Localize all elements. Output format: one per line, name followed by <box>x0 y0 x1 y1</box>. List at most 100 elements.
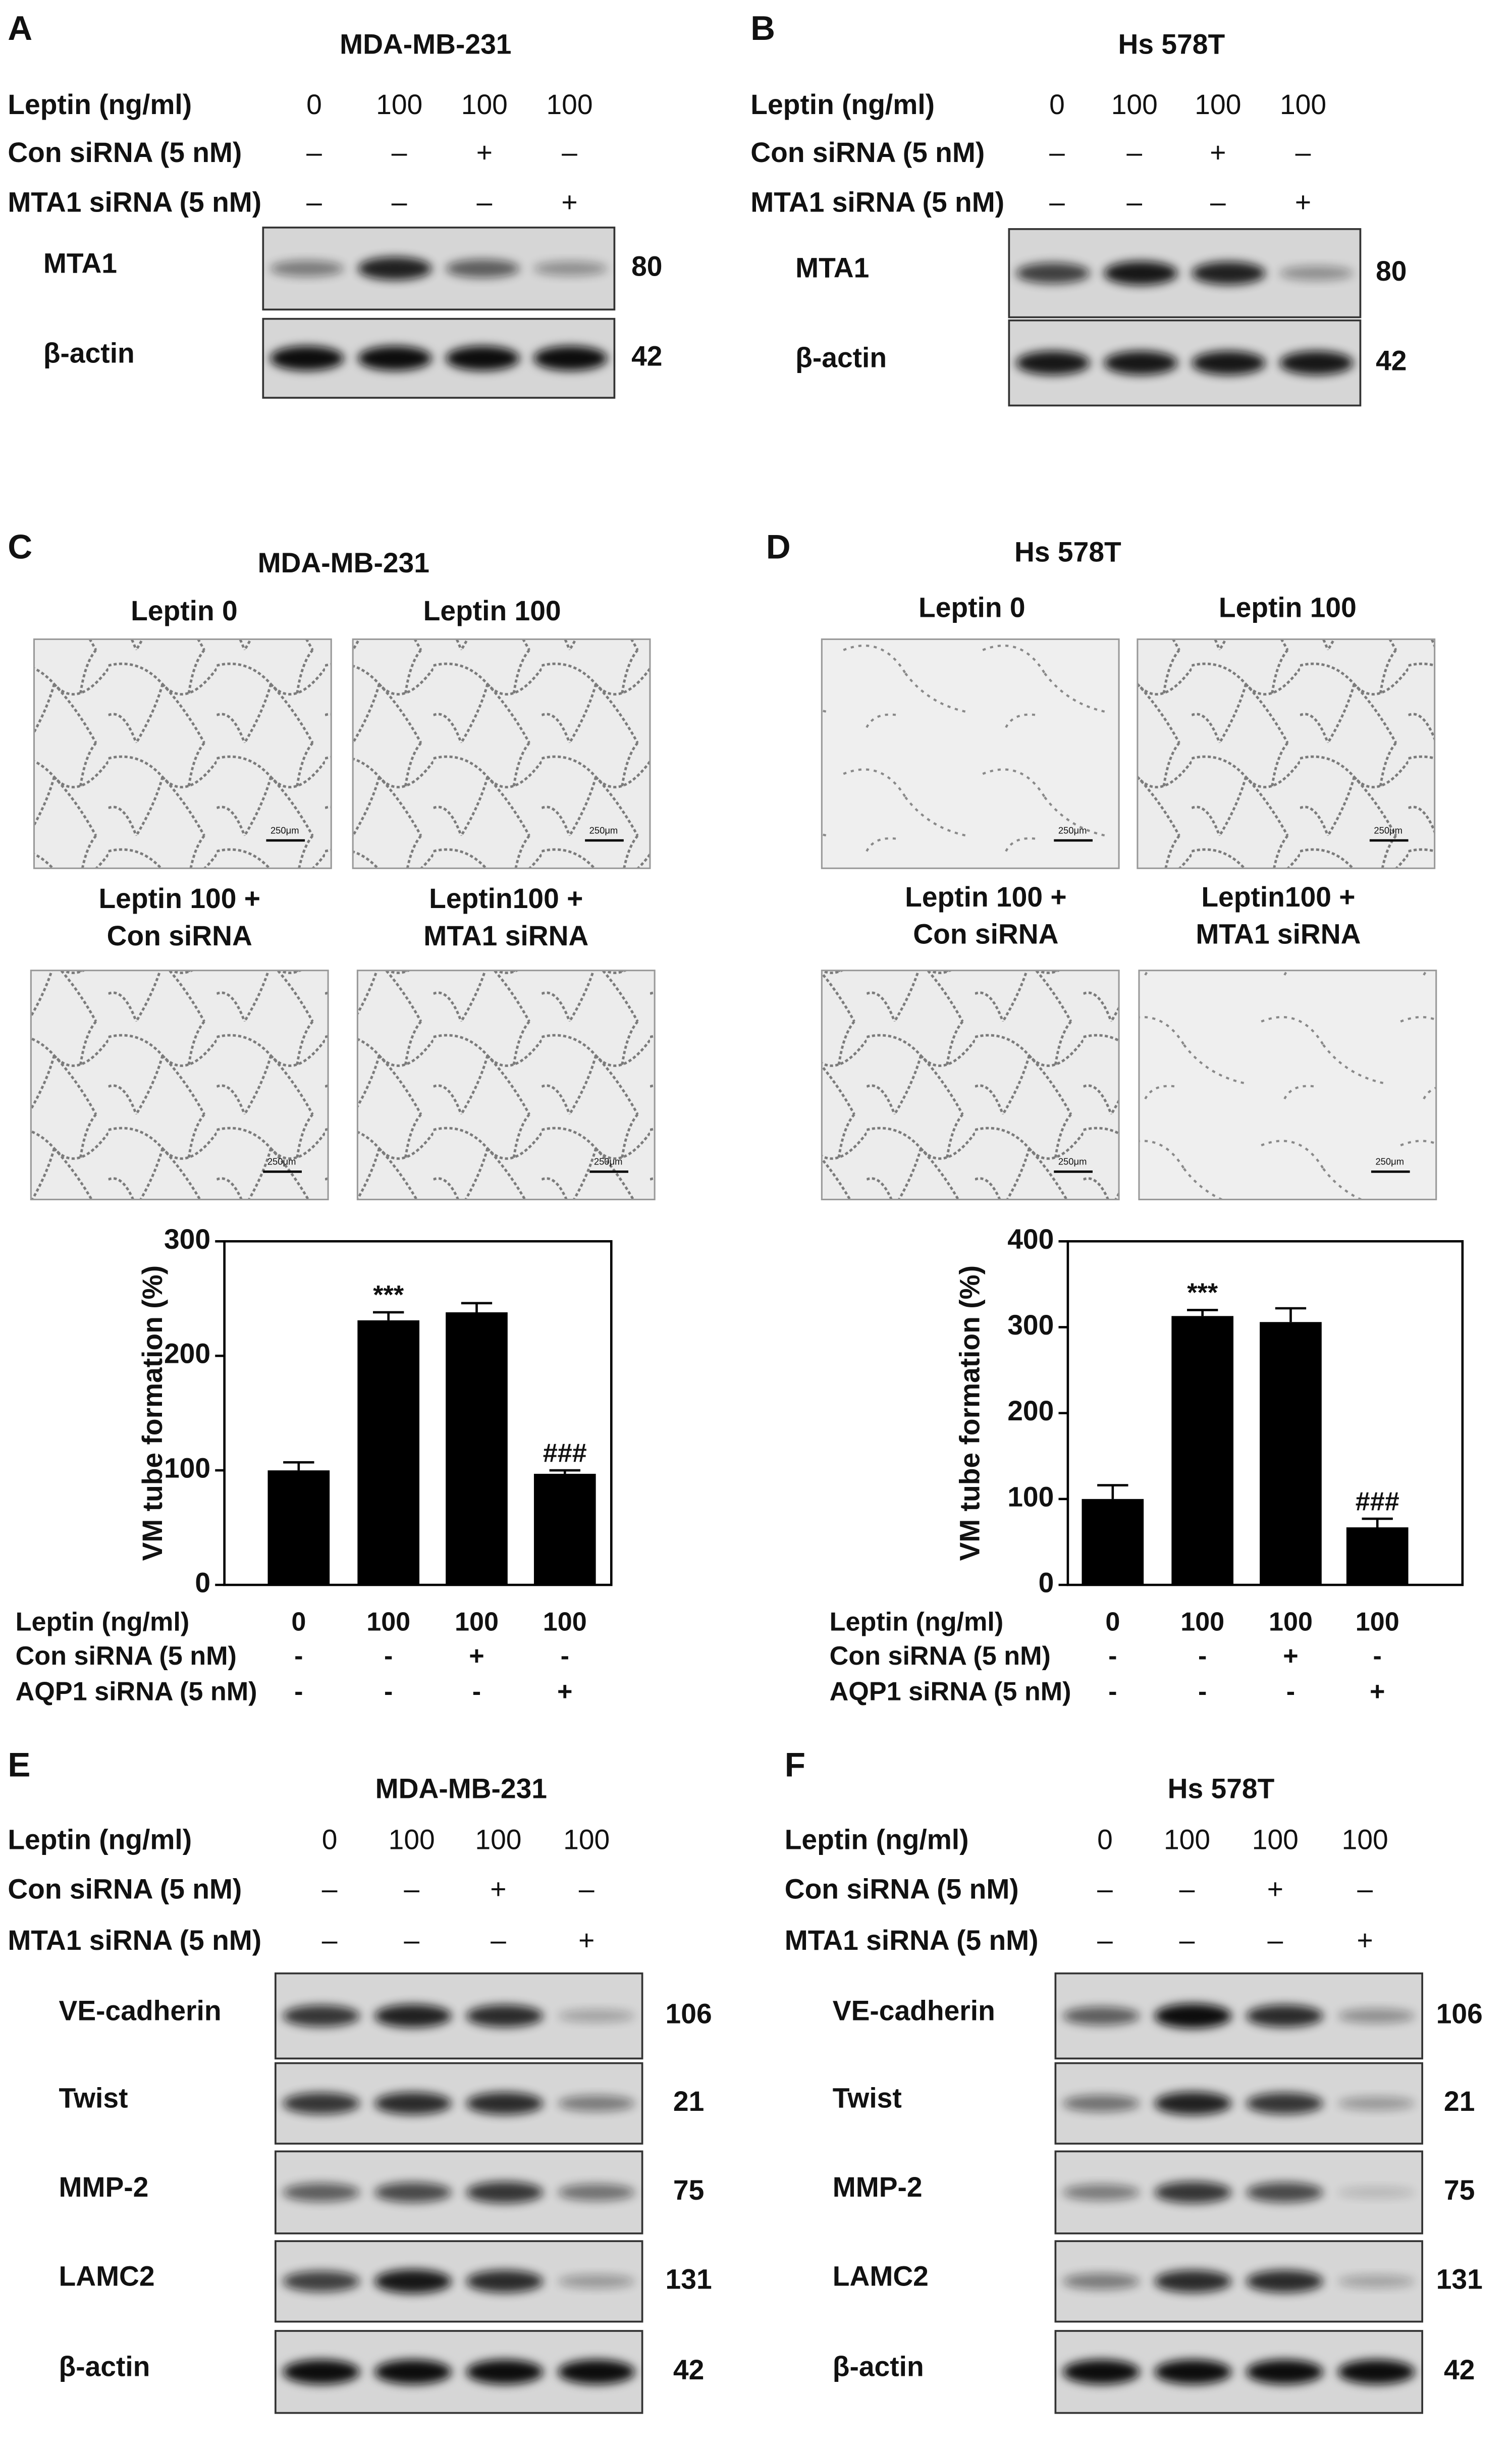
treatment-value: 0 <box>322 1824 338 1855</box>
treatment-value: 0 <box>1049 89 1065 120</box>
panel-title: MDA-MB-231 <box>375 1773 547 1804</box>
treatment-value: + <box>1210 137 1226 168</box>
condition-label: Leptin (ng/ml) <box>16 1607 190 1636</box>
blot-band <box>1192 261 1266 285</box>
blot-band <box>1246 2092 1323 2114</box>
condition-value: - <box>1198 1677 1207 1706</box>
treatment-value: – <box>404 1925 419 1956</box>
error-bar <box>549 1469 580 1474</box>
micrograph <box>352 638 651 869</box>
blot-band <box>446 346 520 371</box>
treatment-value: + <box>1357 1925 1373 1956</box>
panel-label: E <box>8 1746 30 1784</box>
size-label: 42 <box>631 340 662 371</box>
blot-band <box>466 2004 544 2028</box>
treatment-label: Con siRNA (5 nM) <box>785 1874 1019 1905</box>
protein-label: Twist <box>833 2083 902 2114</box>
blot-band <box>1192 351 1266 375</box>
image-caption: Leptin100 + <box>1201 881 1355 913</box>
y-tick-label: 0 <box>195 1567 210 1599</box>
blot-band <box>1246 2359 1323 2384</box>
blot-band <box>283 2271 360 2292</box>
condition-label: AQP1 siRNA (5 nM) <box>16 1677 257 1706</box>
protein-label: MTA1 <box>795 252 869 284</box>
condition-value: - <box>472 1677 481 1706</box>
significance-label: *** <box>373 1281 404 1310</box>
bar <box>357 1320 420 1585</box>
condition-label: AQP1 siRNA (5 nM) <box>830 1677 1071 1706</box>
treatment-value: – <box>392 137 407 168</box>
blot-band <box>1154 2003 1232 2029</box>
protein-label: MMP-2 <box>833 2171 923 2203</box>
size-label: 131 <box>666 2263 712 2295</box>
condition-value: 0 <box>291 1607 306 1636</box>
error-bar <box>1187 1309 1218 1316</box>
blot-band <box>1062 2006 1140 2026</box>
bar <box>267 1470 330 1585</box>
micrograph <box>33 638 332 869</box>
blot-band <box>270 260 344 277</box>
condition-value: 100 <box>543 1607 587 1636</box>
treatment-value: – <box>306 186 322 218</box>
blot-band <box>1154 2182 1232 2204</box>
treatment-value: 100 <box>376 89 422 120</box>
blot-band <box>374 2092 452 2115</box>
blot-band <box>1062 2095 1140 2112</box>
protein-label: β-actin <box>833 2351 924 2382</box>
scale-bar-label: 250μm <box>267 1156 296 1167</box>
size-label: 106 <box>1436 1998 1483 2030</box>
blot-band <box>466 2182 544 2204</box>
condition-value: 100 <box>366 1607 410 1636</box>
blot-band <box>374 2359 452 2384</box>
blot-band <box>466 2270 544 2293</box>
size-label: 106 <box>666 1998 712 2030</box>
y-axis-label: VM tube formation (%) <box>954 1265 985 1561</box>
treatment-value: – <box>562 137 577 168</box>
treatment-value: 100 <box>475 1824 521 1855</box>
treatment-label: Leptin (ng/ml) <box>8 89 192 120</box>
micrograph <box>30 970 329 1201</box>
panel-title: MDA-MB-231 <box>258 547 429 578</box>
treatment-value: – <box>1097 1925 1113 1956</box>
treatment-label: Con siRNA (5 nM) <box>8 1874 242 1905</box>
blot-band <box>374 2269 452 2294</box>
blot-band <box>1337 2008 1415 2024</box>
image-caption: Leptin 0 <box>919 592 1025 623</box>
bar <box>446 1312 508 1585</box>
blot-band <box>1279 351 1354 375</box>
size-label: 21 <box>1444 2086 1475 2117</box>
panel-title: Hs 578T <box>1014 536 1121 567</box>
condition-value: - <box>1108 1641 1117 1671</box>
panel-label: B <box>750 10 775 47</box>
blot-band <box>283 2183 360 2202</box>
condition-value: 0 <box>1105 1607 1120 1636</box>
treatment-value: – <box>1097 1874 1113 1905</box>
blot-band <box>283 2359 360 2384</box>
treatment-value: – <box>1267 1925 1283 1956</box>
treatment-label: Con siRNA (5 nM) <box>8 137 242 168</box>
condition-value: - <box>384 1677 393 1706</box>
image-caption: Con siRNA <box>913 919 1058 950</box>
treatment-label: MTA1 siRNA (5 nM) <box>8 1925 261 1956</box>
error-bar <box>461 1302 493 1312</box>
treatment-value: – <box>1179 1925 1195 1956</box>
blot-band <box>1337 2187 1415 2199</box>
treatment-label: Con siRNA (5 nM) <box>750 137 985 168</box>
blot-band <box>1062 2184 1140 2201</box>
y-tick-label: 0 <box>1039 1567 1054 1599</box>
y-tick-label: 100 <box>164 1453 210 1484</box>
scale-bar-label: 250μm <box>271 825 299 836</box>
condition-label: Con siRNA (5 nM) <box>830 1641 1051 1671</box>
treatment-value: – <box>1210 186 1226 218</box>
scale-bar-label: 250μm <box>1058 1156 1087 1167</box>
panel-label: F <box>785 1746 805 1784</box>
image-caption: Leptin 100 + <box>98 883 260 914</box>
y-tick-label: 400 <box>1007 1224 1054 1255</box>
image-caption: MTA1 siRNA <box>423 920 588 951</box>
blot-band <box>1337 2274 1415 2288</box>
condition-value: - <box>1286 1677 1295 1706</box>
protein-label: Twist <box>59 2083 128 2114</box>
blot-band <box>1154 2359 1232 2384</box>
scale-bar-label: 250μm <box>589 825 618 836</box>
condition-value: 100 <box>455 1607 499 1636</box>
